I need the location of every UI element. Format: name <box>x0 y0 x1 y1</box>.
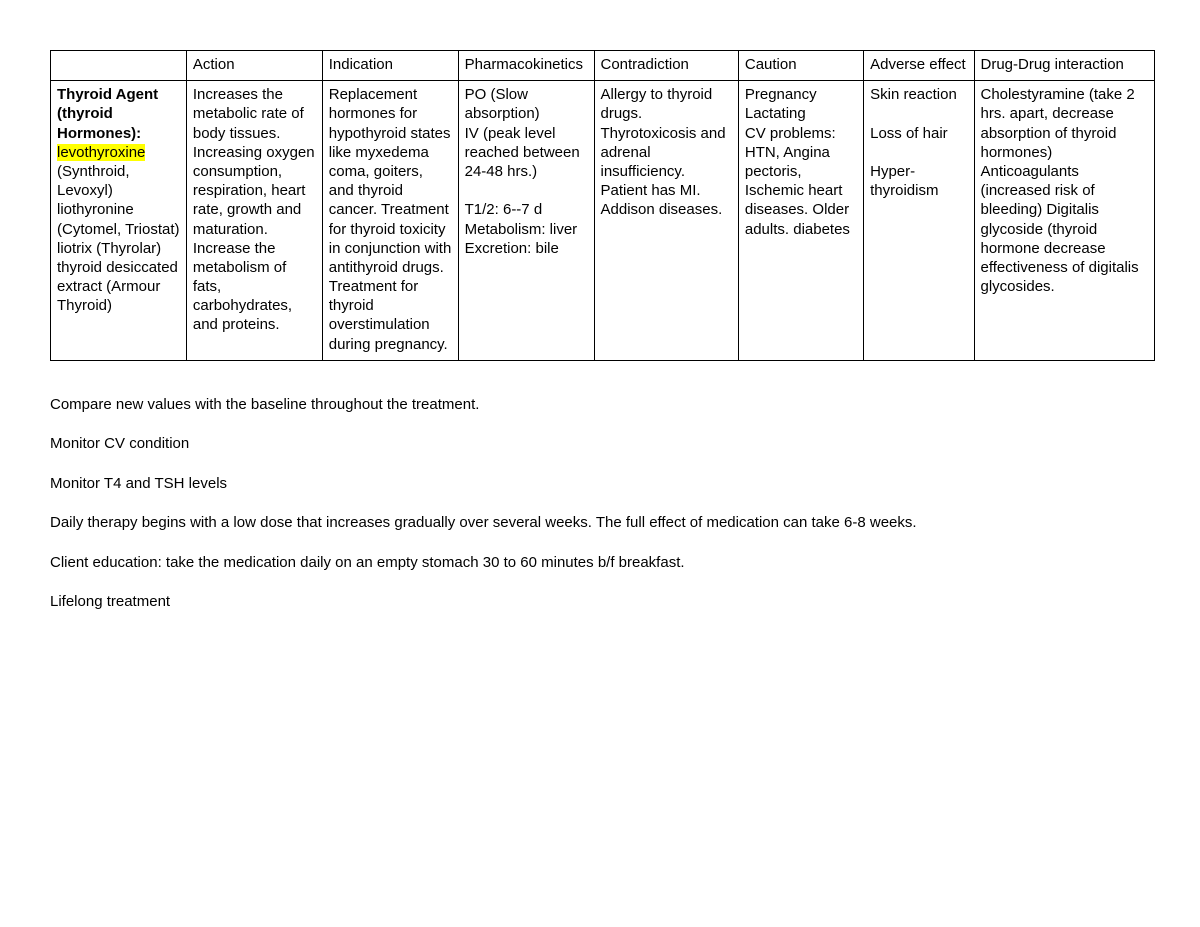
drug-name-highlight: levothyroxine <box>57 144 145 161</box>
cell-ddi: Cholestyramine (take 2 hrs. apart, decre… <box>974 81 1155 361</box>
drug-class-title: Thyroid Agent (thyroid Hormones): <box>57 86 158 141</box>
drug-table: Action Indication Pharmacokinetics Contr… <box>50 50 1155 361</box>
cell-indication: Replacement hormones for hypothyroid sta… <box>322 81 458 361</box>
cell-pharmacokinetics: PO (Slow absorption)IV (peak level reach… <box>458 81 594 361</box>
cell-contradiction: Allergy to thyroid drugs. Thyrotoxicosis… <box>594 81 738 361</box>
cell-adverse: Skin reactionLoss of hairHyper-thyroidis… <box>864 81 974 361</box>
col-header-pharmacokinetics: Pharmacokinetics <box>458 51 594 81</box>
col-header-contradiction: Contradiction <box>594 51 738 81</box>
col-header-blank <box>51 51 187 81</box>
note-line: Monitor T4 and TSH levels <box>50 474 1155 494</box>
note-line: Client education: take the medication da… <box>50 553 1155 573</box>
cell-action: Increases the metabolic rate of body tis… <box>186 81 322 361</box>
col-header-adverse: Adverse effect <box>864 51 974 81</box>
col-header-indication: Indication <box>322 51 458 81</box>
note-line: Lifelong treatment <box>50 592 1155 612</box>
table-header-row: Action Indication Pharmacokinetics Contr… <box>51 51 1155 81</box>
cell-caution: Pregnancy LactatingCV problems: HTN, Ang… <box>738 81 863 361</box>
note-line: Daily therapy begins with a low dose tha… <box>50 513 1155 533</box>
col-header-caution: Caution <box>738 51 863 81</box>
col-header-action: Action <box>186 51 322 81</box>
col-header-ddi: Drug-Drug interaction <box>974 51 1155 81</box>
note-line: Compare new values with the baseline thr… <box>50 395 1155 415</box>
drug-brand-list: (Synthroid, Levoxyl) liothyronine (Cytom… <box>57 163 180 314</box>
note-line: Monitor CV condition <box>50 434 1155 454</box>
table-row: Thyroid Agent (thyroid Hormones): levoth… <box>51 81 1155 361</box>
notes-section: Compare new values with the baseline thr… <box>50 395 1155 612</box>
cell-drug-label: Thyroid Agent (thyroid Hormones): levoth… <box>51 81 187 361</box>
